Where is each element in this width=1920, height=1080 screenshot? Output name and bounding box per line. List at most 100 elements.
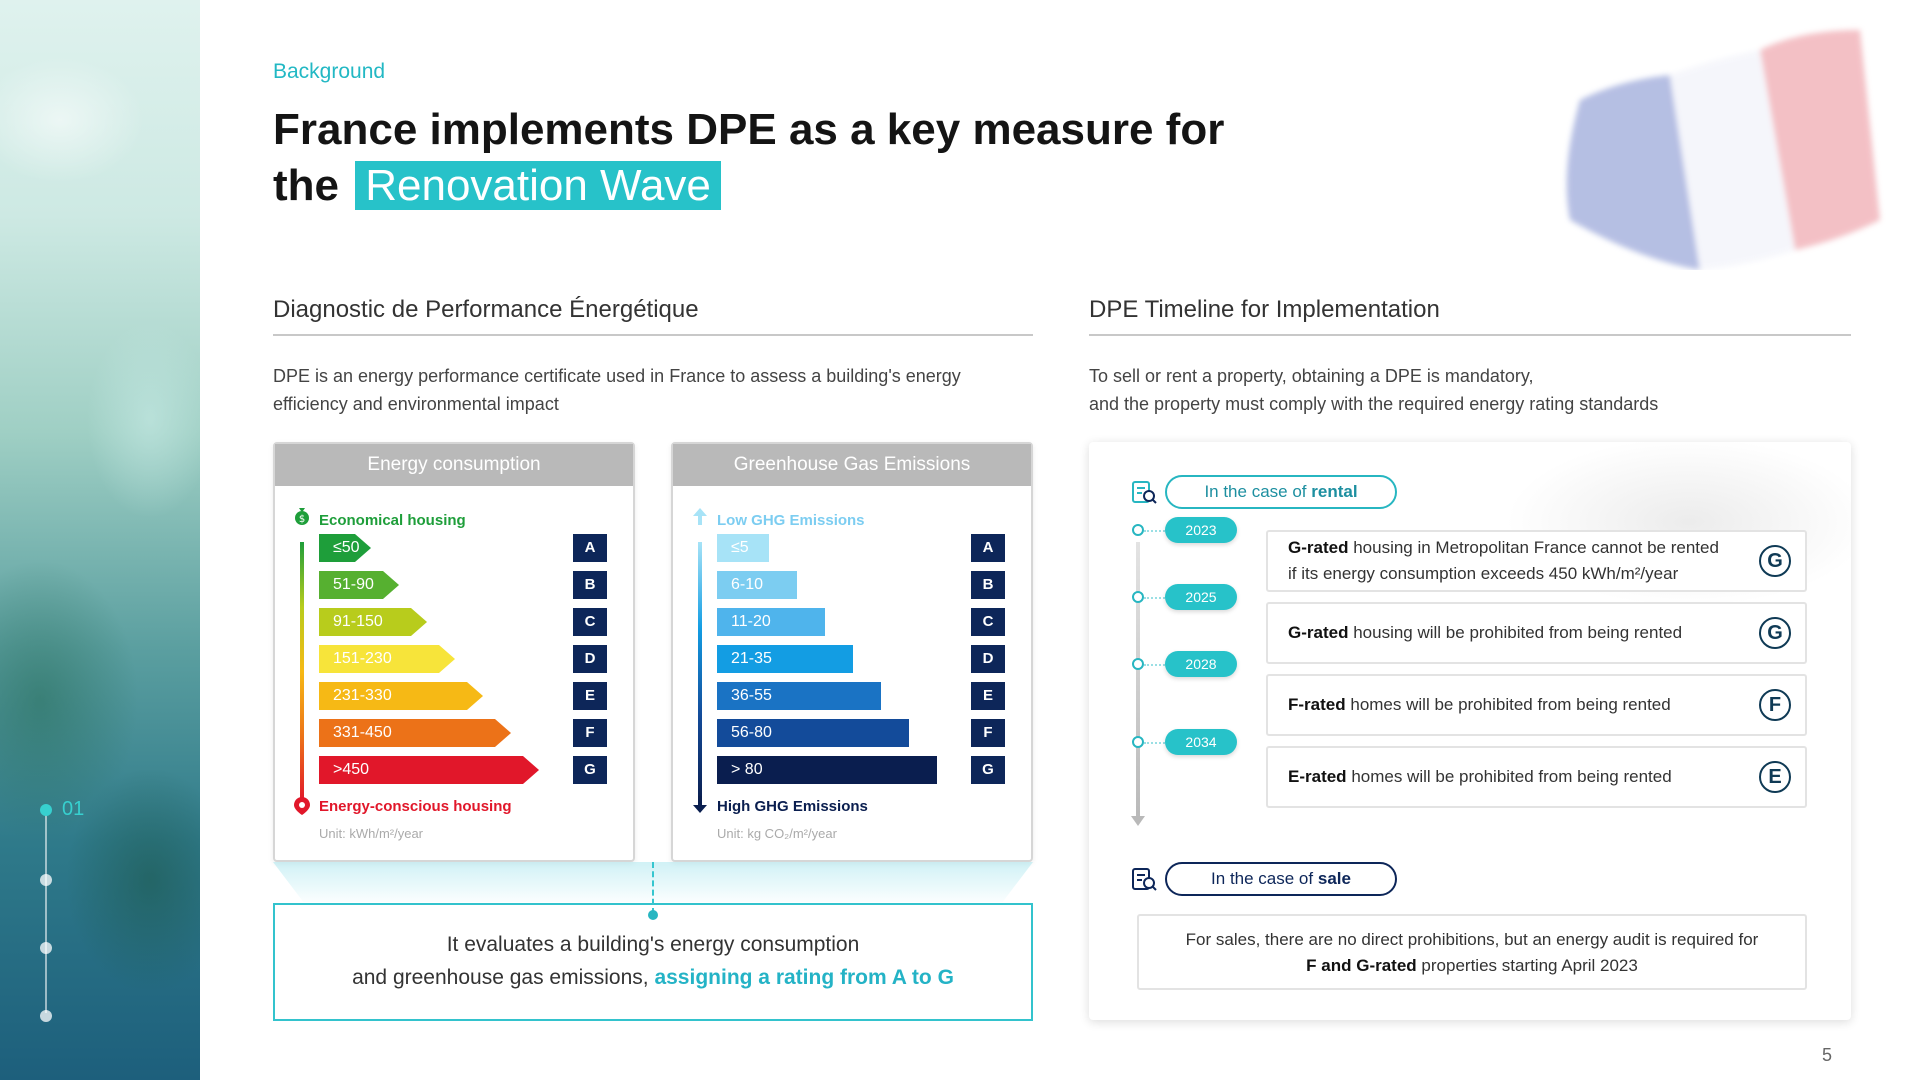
summary-accent: assigning a rating from A to G	[654, 966, 953, 989]
ghg-rating-letter: G	[971, 756, 1005, 784]
title-line-2: the Renovation Wave	[273, 158, 1224, 214]
description-line: To sell or rent a property, obtaining a …	[1089, 362, 1851, 390]
dpe-section-title: Diagnostic de Performance Énergétique	[273, 296, 699, 324]
sale-note: For sales, there are no direct prohibiti…	[1137, 914, 1807, 990]
ghg-rating-bar: 21-35	[717, 645, 853, 673]
timeline-year-badge: 2025	[1165, 584, 1237, 610]
ghg-rating-bar: 6-10	[717, 571, 797, 599]
high-ghg-label: High GHG Emissions	[717, 798, 868, 815]
sale-line: For sales, there are no direct prohibiti…	[1139, 927, 1805, 953]
description-line: DPE is an energy performance certificate…	[273, 362, 1033, 390]
summary-line: It evaluates a building's energy consump…	[275, 928, 1031, 961]
ghg-rating-bar: 36-55	[717, 682, 881, 710]
page-title: France implements DPE as a key measure f…	[273, 102, 1224, 214]
rule-line: G-rated housing will be prohibited from …	[1288, 620, 1682, 646]
energy-rating-letter: A	[573, 534, 607, 562]
sale-pill-prefix: In the case of	[1211, 869, 1313, 888]
ghg-card-header: Greenhouse Gas Emissions	[673, 444, 1031, 486]
ghg-scale-axis	[698, 542, 702, 802]
rule-line: E-rated homes will be prohibited from be…	[1288, 764, 1672, 790]
rule-description: housing will be prohibited from being re…	[1353, 623, 1682, 642]
sale-case-pill: In the case of sale	[1165, 862, 1397, 896]
rule-text: E-rated homes will be prohibited from be…	[1288, 764, 1672, 790]
rule-line: G-rated housing in Metropolitan France c…	[1288, 535, 1719, 561]
timeline-section-title: DPE Timeline for Implementation	[1089, 296, 1440, 324]
grade-circle-icon: F	[1759, 689, 1791, 721]
timeline-node	[1132, 591, 1144, 603]
rule-text: G-rated housing will be prohibited from …	[1288, 620, 1682, 646]
timeline-rule-card: G-rated housing will be prohibited from …	[1266, 602, 1807, 664]
timeline-node	[1132, 524, 1144, 536]
section-divider	[273, 334, 1033, 336]
summary-callout: It evaluates a building's energy consump…	[273, 903, 1033, 1021]
ghg-unit-label: Unit: kg CO₂/m²/year	[717, 826, 837, 841]
rule-line: F-rated homes will be prohibited from be…	[1288, 692, 1671, 718]
energy-rating-letter: E	[573, 682, 607, 710]
section-divider	[1089, 334, 1851, 336]
title-prefix: the	[273, 161, 339, 210]
energy-rating-letter: F	[573, 719, 607, 747]
step-dot[interactable]	[40, 942, 52, 954]
location-pin-icon	[292, 796, 312, 816]
title-highlight: Renovation Wave	[355, 161, 721, 210]
timeline-year-badge: 2034	[1165, 729, 1237, 755]
timeline-year-badge: 2028	[1165, 651, 1237, 677]
ghg-rating-bar: ≤5	[717, 534, 769, 562]
energy-consumption-card: Energy consumption $ Economical housing …	[273, 442, 635, 862]
rule-rating: G-rated	[1288, 623, 1348, 642]
step-dot[interactable]	[40, 1010, 52, 1022]
energy-rating-bar: 231-330	[319, 682, 483, 710]
description-line: and the property must comply with the re…	[1089, 390, 1851, 418]
energy-rating-letter: B	[573, 571, 607, 599]
page-number: 5	[1822, 1045, 1832, 1066]
svg-text:$: $	[299, 514, 305, 525]
timeline-node	[1132, 736, 1144, 748]
rental-search-icon	[1131, 479, 1157, 505]
ghg-rating-bar: 56-80	[717, 719, 909, 747]
rental-pill-bold: rental	[1311, 482, 1357, 501]
energy-unit-label: Unit: kWh/m²/year	[319, 826, 423, 841]
rental-pill-prefix: In the case of	[1204, 482, 1306, 501]
rule-description: homes will be prohibited from being rent…	[1351, 767, 1671, 786]
timeline-rule-card: E-rated homes will be prohibited from be…	[1266, 746, 1807, 808]
money-bag-icon: $	[292, 506, 312, 526]
ghg-rating-letter: B	[971, 571, 1005, 599]
sale-bold: F and G-rated	[1306, 956, 1417, 975]
sale-search-icon	[1131, 866, 1157, 892]
side-photo-panel: 01	[0, 0, 200, 1080]
rule-description: housing in Metropolitan France cannot be…	[1353, 538, 1719, 557]
energy-rating-bar: 151-230	[319, 645, 455, 673]
step-dot-active[interactable]	[40, 804, 52, 816]
ghg-rating-letter: D	[971, 645, 1005, 673]
rule-text: G-rated housing in Metropolitan France c…	[1288, 535, 1719, 587]
rule-text: F-rated homes will be prohibited from be…	[1288, 692, 1671, 718]
timeline-description: To sell or rent a property, obtaining a …	[1089, 362, 1851, 418]
step-dot[interactable]	[40, 874, 52, 886]
timeline-axis	[1136, 542, 1140, 822]
sale-pill-bold: sale	[1318, 869, 1351, 888]
ghg-rating-bar: 11-20	[717, 608, 825, 636]
energy-scale-axis	[300, 542, 304, 802]
rule-rating: G-rated	[1288, 538, 1348, 557]
step-progress-line	[45, 808, 47, 1013]
ghg-rating-bar: > 80	[717, 756, 937, 784]
title-line-1: France implements DPE as a key measure f…	[273, 102, 1224, 158]
rule-rating: E-rated	[1288, 767, 1347, 786]
rule-line-2: if its energy consumption exceeds 450 kW…	[1288, 561, 1719, 587]
grade-circle-icon: G	[1759, 545, 1791, 577]
grade-circle-icon: E	[1759, 761, 1791, 793]
timeline-node	[1132, 658, 1144, 670]
timeline-year-badge: 2023	[1165, 517, 1237, 543]
sale-line: F and G-rated properties starting April …	[1139, 953, 1805, 979]
low-ghg-label: Low GHG Emissions	[717, 512, 865, 529]
energy-rating-bar: ≤50	[319, 534, 371, 562]
summary-connector-dot	[648, 910, 658, 920]
ghg-rating-letter: C	[971, 608, 1005, 636]
section-eyebrow: Background	[273, 60, 385, 84]
sale-rest: properties starting April 2023	[1421, 956, 1637, 975]
summary-prefix: and greenhouse gas emissions,	[352, 966, 649, 989]
arrow-down-icon	[690, 794, 710, 814]
energy-rating-bar: 331-450	[319, 719, 511, 747]
energy-rating-letter: D	[573, 645, 607, 673]
rule-description: homes will be prohibited from being rent…	[1350, 695, 1670, 714]
